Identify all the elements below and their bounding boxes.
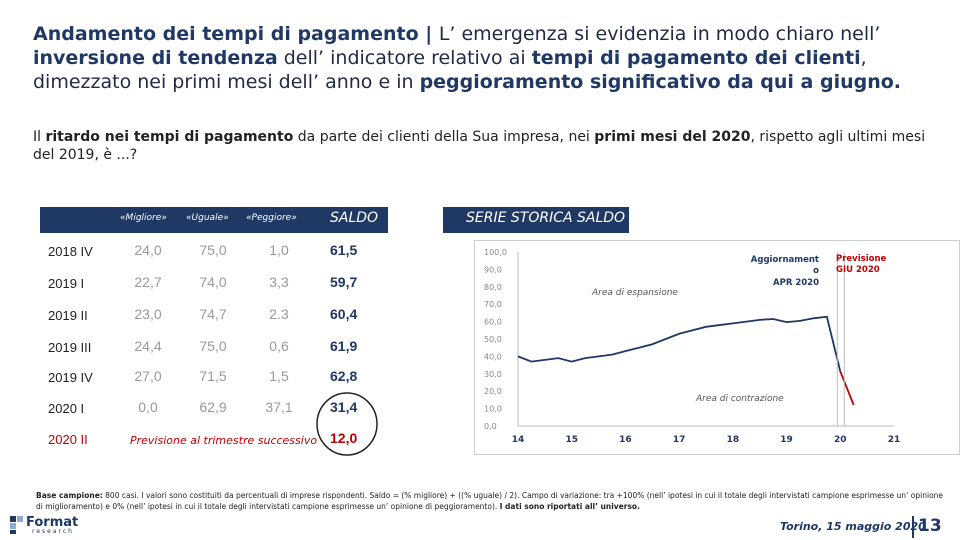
- cell-uguale: 75,0: [199, 338, 227, 354]
- cell-peggiore: 1,5: [269, 368, 289, 384]
- forecast-note: Previsione al trimestre successivo: [130, 434, 318, 447]
- footnote-text: 800 casi. I valori sono costituiti da pe…: [36, 491, 944, 511]
- logo-mark-icon: [10, 516, 23, 534]
- y-tick-label: 0,0: [484, 422, 497, 431]
- cell-saldo: 61,5: [330, 242, 358, 258]
- subtitle-bold-2: primi mesi del 2020: [594, 129, 751, 145]
- y-tick-label: 50,0: [484, 335, 502, 344]
- series-line-saldo: [517, 315, 842, 372]
- label-expansion-area: Area di espansione: [591, 288, 678, 298]
- cell-saldo: 61,9: [330, 338, 358, 354]
- title-bold-2: tempi di pagamento dei clienti: [531, 47, 861, 69]
- title-bold-3: peggioramento significativo da qui a giu…: [419, 71, 902, 93]
- footnote-label: Base campione:: [36, 491, 103, 500]
- label-contraction-area: Area di contrazione: [695, 394, 784, 404]
- cell-migliore: 24,0: [134, 242, 162, 258]
- label-forecast-2: GIU 2020: [836, 265, 880, 275]
- header-migliore: «Migliore»: [120, 213, 167, 223]
- logo-sub: research: [32, 528, 74, 535]
- cell-migliore: 22,7: [134, 274, 162, 290]
- title-bold-1: inversione di tendenza: [33, 47, 278, 69]
- footnote-bold-tail: I dati sono riportati all’ universo.: [499, 502, 640, 511]
- title-text-2: dell’ indicatore relativo ai: [277, 47, 532, 69]
- question-text: Il ritardo nei tempi di pagamento da par…: [33, 128, 933, 164]
- chart-frame: [474, 240, 960, 455]
- cell-uguale: 71,5: [199, 368, 227, 384]
- page-divider: [912, 516, 914, 538]
- cell-peggiore: 0,6: [269, 338, 289, 354]
- row-label: 2019 I: [48, 276, 85, 291]
- cell-peggiore: 2.3: [269, 306, 289, 322]
- table-header-banner: [40, 207, 388, 233]
- y-tick-label: 70,0: [484, 300, 502, 309]
- label-update-1: Aggiornament: [751, 255, 819, 265]
- footnote: Base campione: 800 casi. I valori sono c…: [36, 490, 946, 512]
- title-text-1: L’ emergenza si evidenzia in modo chiaro…: [438, 23, 881, 45]
- x-tick-label: 17: [673, 435, 686, 445]
- subtitle-bold-1: ritardo nei tempi di pagamento: [45, 129, 294, 145]
- series-line-previsione: [839, 371, 855, 406]
- title-lead: Andamento dei tempi di pagamento |: [33, 23, 439, 45]
- row-label: 2020 II: [48, 432, 88, 447]
- label-update-2: o: [813, 266, 819, 276]
- saldo-line-chart: 100,0 90,0 80,0 70,0 60,0 50,0 40,0 30,0 20,0 10,…: [474, 240, 960, 455]
- cell-peggiore: 1,0: [269, 242, 289, 258]
- page-title: Andamento dei tempi di pagamento | L’ em…: [33, 22, 958, 94]
- title-text-3: , dimezzato nei primi mesi dell’ anno e …: [33, 47, 867, 93]
- cell-peggiore: 3,3: [269, 274, 289, 290]
- subtitle-text-2: da parte dei clienti della Sua impresa, …: [293, 129, 595, 145]
- x-tick-label: 16: [619, 435, 632, 445]
- x-tick-label: 19: [780, 435, 793, 445]
- y-tick-label: 40,0: [484, 352, 502, 361]
- y-tick-label: 30,0: [484, 370, 502, 379]
- format-research-logo: Format research: [10, 515, 90, 536]
- cell-uguale: 75,0: [199, 242, 227, 258]
- x-tick-label: 15: [565, 435, 578, 445]
- header-peggiore: «Peggiore»: [246, 213, 297, 223]
- x-tick-label: 20: [834, 435, 847, 445]
- cell-saldo: 12,0: [330, 430, 358, 446]
- y-tick-label: 90,0: [484, 265, 502, 274]
- cell-uguale: 62,9: [199, 399, 227, 415]
- row-label: 2018 IV: [48, 244, 93, 259]
- row-label: 2019 II: [48, 308, 88, 323]
- subtitle-text-1: Il: [33, 129, 46, 145]
- cell-uguale: 74,0: [199, 274, 227, 290]
- header-uguale: «Uguale»: [186, 213, 229, 223]
- cell-migliore: 23,0: [134, 306, 162, 322]
- x-tick-label: 18: [727, 435, 740, 445]
- cell-migliore: 0,0: [138, 399, 158, 415]
- page-number: 13: [918, 516, 942, 536]
- cell-migliore: 27,0: [134, 368, 162, 384]
- chart-title: SERIE STORICA SALDO: [466, 210, 626, 226]
- x-tick-label: 21: [888, 435, 901, 445]
- row-label: 2019 III: [48, 340, 92, 355]
- row-label: 2020 I: [48, 401, 85, 416]
- cell-peggiore: 37,1: [265, 399, 293, 415]
- cell-saldo: 62,8: [330, 368, 358, 384]
- cell-saldo: 59,7: [330, 274, 358, 290]
- cell-saldo: 31,4: [330, 399, 358, 415]
- y-tick-label: 100,0: [484, 248, 507, 257]
- cell-saldo: 60,4: [330, 306, 358, 322]
- y-tick-label: 60,0: [484, 318, 502, 327]
- label-forecast-1: Previsione: [836, 254, 887, 264]
- x-tick-label: 14: [512, 435, 525, 445]
- chart-header-banner: [443, 207, 629, 233]
- header-saldo: SALDO: [330, 210, 379, 226]
- subtitle-text-3: , rispetto agli ultimi mesi del 2019, è …: [33, 129, 926, 163]
- y-tick-label: 20,0: [484, 387, 502, 396]
- saldo-highlight-ellipse: [316, 392, 378, 456]
- cell-uguale: 74,7: [199, 306, 227, 322]
- cell-migliore: 24,4: [134, 338, 162, 354]
- logo-brand: Format: [26, 515, 79, 530]
- row-label: 2019 IV: [48, 370, 93, 385]
- y-tick-label: 80,0: [484, 283, 502, 292]
- date-location: Torino, 15 maggio 2020: [780, 520, 926, 533]
- label-update-3: APR 2020: [773, 278, 819, 288]
- y-tick-label: 10,0: [484, 405, 502, 414]
